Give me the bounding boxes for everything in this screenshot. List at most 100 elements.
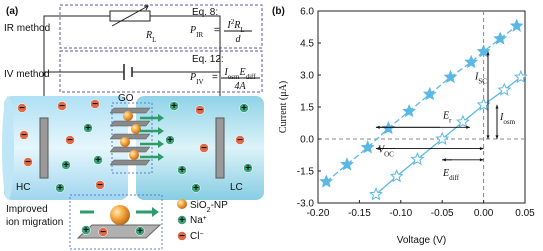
ion-sign: + bbox=[63, 160, 69, 171]
inset-text: ion migration bbox=[6, 217, 63, 228]
reservoir-label: HC bbox=[16, 182, 30, 193]
anion bbox=[177, 231, 187, 241]
anion bbox=[199, 143, 209, 153]
ion-sign: − bbox=[201, 143, 207, 154]
y-tick-label: 6.0 bbox=[300, 7, 314, 18]
eq-lhs-part: IV bbox=[196, 78, 203, 86]
cation bbox=[177, 215, 187, 225]
star-marker bbox=[443, 69, 458, 84]
annotation-part: I bbox=[499, 112, 504, 123]
y-tick-label: -1.5 bbox=[297, 167, 315, 178]
battery bbox=[123, 64, 133, 80]
y-tick-label: 0.0 bbox=[300, 135, 314, 146]
anion bbox=[95, 180, 105, 190]
ion-sign: + bbox=[241, 103, 247, 114]
panel-label: (a) bbox=[6, 6, 18, 17]
x-axis-label: Voltage (V) bbox=[397, 235, 446, 246]
cation bbox=[177, 165, 187, 175]
annotation: VOC bbox=[378, 145, 394, 159]
legend-entry-part: Na bbox=[190, 215, 203, 226]
nanoparticle bbox=[129, 150, 139, 160]
arrow-head bbox=[479, 147, 484, 151]
anion bbox=[57, 101, 67, 111]
anion bbox=[23, 157, 33, 167]
annotation-part: osm bbox=[503, 118, 515, 126]
star-marker bbox=[476, 44, 491, 58]
star-marker bbox=[369, 187, 383, 201]
go-layer bbox=[109, 133, 151, 140]
cation bbox=[169, 101, 179, 111]
eq-tag: Eq. 12: bbox=[192, 54, 224, 65]
go-layer bbox=[109, 107, 151, 114]
electrode bbox=[39, 117, 49, 179]
annotation: Er bbox=[442, 111, 452, 125]
cation bbox=[83, 123, 93, 133]
ion-sign: + bbox=[57, 183, 63, 194]
y-tick-label: -3.0 bbox=[297, 199, 315, 210]
star-marker bbox=[340, 157, 354, 171]
annotation-part: diff bbox=[449, 174, 460, 182]
go-layer bbox=[109, 159, 151, 166]
eq-num-part: L bbox=[240, 26, 244, 34]
resistor-label: RL bbox=[145, 30, 156, 44]
eq-num-part: E bbox=[238, 67, 245, 78]
ion-sign: + bbox=[137, 226, 143, 237]
eq-num-part: osm bbox=[228, 73, 240, 81]
eq-lhs-part: IR bbox=[196, 31, 203, 39]
eq-lhs: PIV bbox=[189, 72, 204, 86]
go-label: GO bbox=[118, 93, 134, 104]
eq-num: I2RL bbox=[226, 18, 244, 34]
arrow-head bbox=[486, 135, 490, 139]
eq-num-part: diff bbox=[246, 73, 257, 81]
legend-entry-part: − bbox=[199, 231, 203, 238]
ion-sign: − bbox=[19, 103, 25, 114]
x-tick-label: 0.00 bbox=[474, 208, 494, 219]
reservoir-label: LC bbox=[230, 182, 243, 193]
annotation: Ediff bbox=[442, 168, 460, 182]
star-marker bbox=[455, 114, 470, 128]
anion bbox=[65, 135, 75, 145]
resistor-arrow bbox=[111, 5, 149, 27]
electrode bbox=[215, 117, 225, 179]
anion bbox=[90, 99, 100, 109]
ion-sign: − bbox=[197, 105, 203, 116]
cation bbox=[239, 103, 249, 113]
star-marker bbox=[402, 104, 417, 118]
go-layer bbox=[109, 120, 151, 127]
cation bbox=[165, 135, 175, 145]
ir-box bbox=[59, 4, 263, 49]
x-tick-label: -0.20 bbox=[307, 208, 330, 219]
legend-entry: Cl− bbox=[190, 231, 204, 243]
arrow-head bbox=[466, 125, 470, 129]
ion-sign: + bbox=[179, 215, 185, 226]
ion-sign: + bbox=[83, 225, 89, 236]
annotation-part: SC bbox=[478, 77, 487, 85]
eq-num-part: I bbox=[226, 20, 231, 31]
legend-entry: Na+ bbox=[190, 215, 207, 227]
ion-sign: − bbox=[59, 101, 65, 112]
legend-np bbox=[177, 199, 187, 209]
ion-sign: − bbox=[237, 135, 243, 146]
eq-num-part: 2 bbox=[231, 18, 235, 26]
eq-lhs-part: P bbox=[189, 72, 196, 83]
inset-arrow-head bbox=[152, 207, 159, 217]
legend-entry-part: SiO bbox=[190, 200, 207, 211]
star-marker bbox=[319, 174, 334, 188]
legend-entry-part: Cl bbox=[190, 231, 199, 242]
arrow-heads bbox=[158, 114, 164, 161]
annotation-part: I bbox=[474, 71, 479, 82]
eq-lhs-part: P bbox=[189, 25, 196, 36]
ion-sign: − bbox=[21, 130, 27, 141]
ion-sign: + bbox=[179, 165, 185, 176]
cation bbox=[191, 183, 201, 193]
x-tick-label: -0.15 bbox=[348, 208, 371, 219]
cation bbox=[81, 225, 91, 235]
ion-sign: + bbox=[245, 163, 251, 174]
cation bbox=[93, 155, 103, 165]
nanoparticle bbox=[120, 137, 130, 147]
annotation-part: E bbox=[442, 168, 449, 179]
eq-sign: = bbox=[212, 72, 218, 83]
anion bbox=[235, 135, 245, 145]
ion-sign: − bbox=[92, 99, 98, 110]
annotation: ISC bbox=[474, 71, 487, 85]
